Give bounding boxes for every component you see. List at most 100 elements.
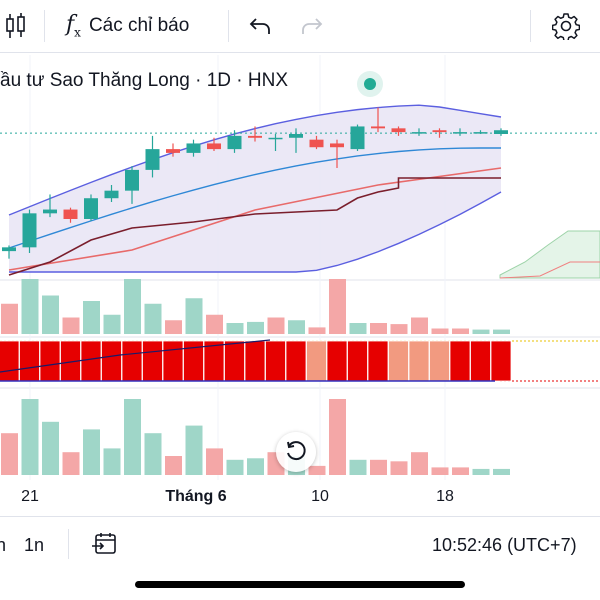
volume-bar xyxy=(21,279,39,334)
candle-body xyxy=(248,135,262,138)
oscillator-bar xyxy=(449,340,471,382)
candle-body xyxy=(330,143,344,148)
ichimoku-cloud xyxy=(499,230,600,279)
volume-bar xyxy=(411,317,428,334)
rotate-reset-icon xyxy=(287,441,306,461)
volume-bar xyxy=(226,323,244,334)
oscillator-bar xyxy=(19,340,40,382)
oscillator-bar xyxy=(367,340,389,382)
oscillator-bar xyxy=(347,340,368,382)
volume-bar-secondary xyxy=(1,433,18,475)
volume-bar-secondary xyxy=(21,399,39,475)
candle-body xyxy=(207,143,221,150)
oscillator-bar xyxy=(0,340,20,382)
candle-body xyxy=(43,209,57,214)
candle-body xyxy=(391,128,406,133)
candle-body xyxy=(268,137,283,140)
volume-bar xyxy=(329,279,346,334)
volume-bar-secondary xyxy=(472,468,490,475)
candle-body xyxy=(166,149,180,153)
volume-bar xyxy=(83,301,100,334)
gear-icon[interactable] xyxy=(550,8,582,44)
moving-average-red xyxy=(8,167,502,271)
volume-bar xyxy=(390,324,408,334)
volume-bar-secondary xyxy=(308,465,326,475)
volume-bar xyxy=(288,320,305,334)
volume-bar-secondary xyxy=(83,429,100,475)
volume-bar xyxy=(103,314,121,334)
oscillator-bar xyxy=(224,340,245,382)
market-status-indicator[interactable] xyxy=(357,71,383,97)
oscillator-bar xyxy=(408,340,430,382)
bollinger-band-fill xyxy=(9,105,501,272)
moving-average-dark xyxy=(8,177,501,276)
toolbar-divider xyxy=(228,10,229,42)
indicators-label: Các chỉ báo xyxy=(88,15,190,36)
volume-bar-secondary xyxy=(42,421,59,475)
volume-bar-secondary xyxy=(144,433,162,475)
candle-body xyxy=(63,209,78,219)
home-indicator xyxy=(135,581,465,588)
toolbar-divider xyxy=(530,10,531,42)
candle-body xyxy=(227,135,242,150)
volume-bar-secondary xyxy=(390,461,408,475)
volume-bar xyxy=(144,303,162,334)
volume-bar xyxy=(472,329,490,334)
interval-1n-button[interactable]: 1n xyxy=(24,535,45,555)
volume-bar-secondary xyxy=(124,399,141,475)
candle-body xyxy=(412,132,426,134)
volume-bar-secondary xyxy=(411,452,428,475)
interval-button[interactable]: n xyxy=(0,535,7,555)
volume-bar-secondary xyxy=(226,459,244,475)
volume-bar xyxy=(206,314,223,334)
oscillator-bar xyxy=(142,340,163,382)
volume-bar-secondary xyxy=(431,467,449,475)
x-axis-label: Tháng 6 xyxy=(165,488,227,505)
oscillator-bar xyxy=(429,340,450,382)
reset-chart-button[interactable] xyxy=(276,432,316,472)
candlestick-icon[interactable] xyxy=(2,8,30,44)
volume-bar-secondary xyxy=(62,452,80,475)
clock-timezone[interactable]: 10:52:46 (UTC+7) xyxy=(432,535,577,555)
volume-bar xyxy=(185,298,203,334)
volume-bar-secondary xyxy=(452,467,469,475)
bottom-bar: n 1n 10:52:46 (UTC+7) xyxy=(0,516,600,573)
candle-body xyxy=(186,143,201,153)
volume-bar xyxy=(42,295,59,334)
candle-body xyxy=(309,139,324,148)
candle-body xyxy=(22,213,37,248)
redo-icon[interactable] xyxy=(298,8,326,44)
candle-body xyxy=(371,126,385,129)
oscillator-bar xyxy=(121,340,143,382)
cloud-lower-line xyxy=(499,261,600,279)
indicators-button[interactable]: fx Các chỉ báo xyxy=(66,8,216,44)
volume-bar xyxy=(452,328,469,334)
candle-body xyxy=(432,130,447,133)
volume-bar xyxy=(349,323,367,334)
volume-bar xyxy=(62,317,80,334)
candle-body xyxy=(84,198,98,219)
volume-bar xyxy=(308,327,326,334)
candle-body xyxy=(145,149,160,170)
volume-bar xyxy=(370,323,387,334)
x-axis-label: 21 xyxy=(21,488,39,505)
volume-bar-secondary xyxy=(329,399,346,475)
top-toolbar: fx Các chỉ báo xyxy=(0,0,600,53)
fx-icon: fx xyxy=(66,12,81,40)
oscillator-trend-line xyxy=(0,339,271,373)
oscillator-bar xyxy=(388,340,409,382)
oscillator-bar xyxy=(162,340,184,382)
undo-icon[interactable] xyxy=(246,8,274,44)
candle-body xyxy=(125,169,139,191)
volume-bar-secondary xyxy=(349,459,367,475)
calendar-goto-icon[interactable] xyxy=(92,531,118,562)
symbol-legend-title[interactable]: ầu tư Sao Thăng Long · 1D · HNX xyxy=(0,70,289,91)
candle-body xyxy=(104,190,119,199)
candle-body xyxy=(473,132,488,134)
candle-body xyxy=(2,247,16,252)
volume-bar-secondary xyxy=(493,468,510,475)
oscillator-bar xyxy=(101,340,122,382)
oscillator-bar xyxy=(470,340,491,382)
oscillator-bar xyxy=(490,340,512,382)
